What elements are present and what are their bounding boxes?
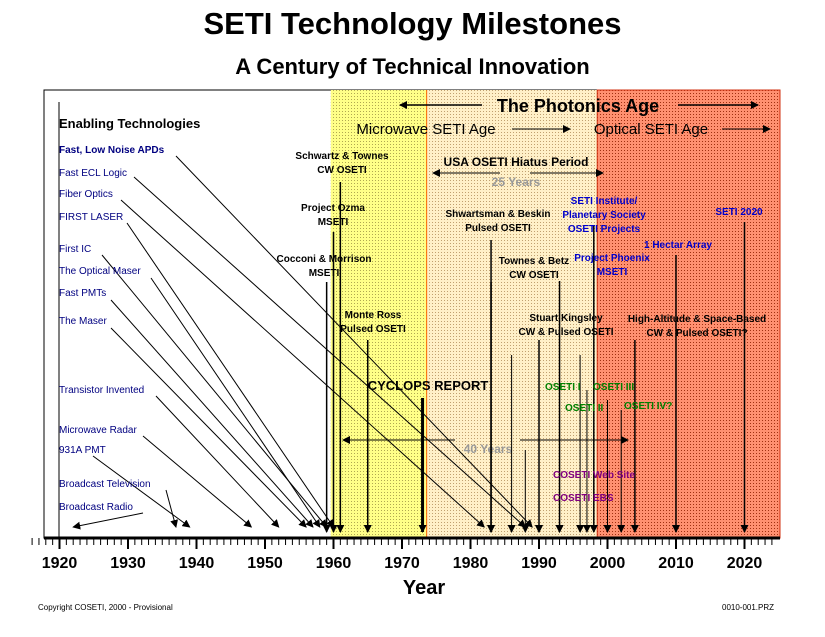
x-tick-label: 1970	[384, 555, 420, 572]
seti-milestone-label: 1 Hectar Array	[644, 240, 712, 251]
seti-milestone-label: Project Ozma	[301, 203, 365, 214]
hiatus-label: USA OSETI Hiatus Period	[444, 155, 589, 169]
photonics-age-header: The Photonics Age	[399, 96, 759, 116]
coseti-ebs-label: COSETI EBS	[553, 493, 614, 504]
seti-milestone-label: CW & Pulsed OSETI	[518, 327, 613, 338]
enabling-tech-label: Microwave Radar	[59, 425, 137, 436]
enabling-tech-pointer	[133, 176, 527, 528]
enabling-tech-pointer	[150, 277, 321, 528]
coseti-web-site-label: COSETI Web Site	[553, 470, 635, 481]
x-tick-label: 1990	[521, 555, 557, 572]
conference-labels: OSETI I OSETI III OSETI II OSETI IV? COS…	[545, 382, 672, 504]
page-title: SETI Technology Milestones	[203, 6, 622, 41]
forty-years-label: 40 Years	[464, 442, 513, 456]
oseti-3-label: OSETI III	[593, 382, 634, 393]
x-axis: 1920 1930 1940 1950 1960 1970 1980 1990 2000 2010…	[31, 538, 773, 572]
enabling-tech-pointer	[110, 299, 314, 528]
x-tick-label: 2010	[658, 555, 694, 572]
page-subtitle: A Century of Technical Innovation	[235, 54, 590, 79]
enabling-tech-pointer	[92, 455, 191, 528]
enabling-tech-label: Broadcast Radio	[59, 502, 133, 513]
seti-milestone-label: High-Altitude & Space-Based	[628, 314, 766, 325]
enabling-tech-pointer	[110, 327, 307, 528]
enabling-tech-pointer	[175, 155, 533, 528]
x-axis-label: Year	[403, 577, 445, 599]
seti-milestone-label: Project Phoenix	[574, 253, 650, 264]
seti-milestone-label: Townes & Betz	[499, 256, 569, 267]
seti-milestone-label: Planetary Society	[562, 210, 646, 221]
enabling-tech-label: 931A PMT	[59, 445, 106, 456]
optical-age-band	[596, 89, 781, 539]
hiatus-span-label: 25 Years	[492, 175, 541, 189]
seti-milestone-label: CYCLOPS REPORT	[368, 378, 489, 393]
seti-milestone-label: SETI Institute/	[571, 196, 638, 207]
seti-milestone-label: MSETI	[309, 268, 340, 279]
enabling-technologies: Fast, Low Noise APDs Fast ECL Logic Fiber …	[59, 145, 533, 530]
x-tick-label: 1950	[247, 555, 283, 572]
x-tick-label: 1960	[316, 555, 352, 572]
x-tick-label: 2020	[727, 555, 763, 572]
microwave-age-label: Microwave SETI Age	[356, 121, 495, 138]
seti-milestone-label: Monte Ross	[345, 310, 402, 321]
seti-milestone-label: Cocconi & Morrison	[276, 254, 371, 265]
enabling-tech-label: Fast ECL Logic	[59, 168, 127, 179]
enabling-tech-pointer	[72, 512, 144, 530]
seti-milestone-label: SETI 2020	[715, 207, 763, 218]
seti-milestone-label: CW OSETI	[509, 270, 559, 281]
seti-milestone-label: MSETI	[318, 217, 349, 228]
enabling-tech-label: FIRST LASER	[59, 212, 123, 223]
x-tick-label: 1940	[179, 555, 215, 572]
enabling-tech-label: The Optical Maser	[59, 266, 141, 277]
x-tick-label: 1920	[42, 555, 78, 572]
enabling-tech-pointer	[142, 435, 253, 528]
oseti-1-label: OSETI I	[545, 382, 581, 393]
seti-milestone-label: Pulsed OSETI	[340, 324, 406, 335]
seti-milestone-label: CW OSETI	[317, 165, 367, 176]
enabling-tech-label: Fiber Optics	[59, 189, 113, 200]
x-tick-label: 1930	[110, 555, 146, 572]
enabling-tech-label: Transistor Invented	[59, 385, 144, 396]
oseti-2-label: OSETI II	[565, 403, 604, 414]
seti-milestone-label: Schwartz & Townes	[295, 151, 389, 162]
enabling-tech-pointer	[155, 395, 280, 528]
enabling-tech-label: Fast, Low Noise APDs	[59, 145, 165, 156]
photonics-age-label: The Photonics Age	[497, 96, 659, 116]
seti-milestone-label: CW & Pulsed OSETI?	[646, 328, 747, 339]
x-tick-label: 1980	[453, 555, 489, 572]
enabling-tech-pointer	[126, 222, 335, 528]
x-tick-label: 2000	[590, 555, 626, 572]
seti-milestones: Schwartz & Townes CW OSETI Project Ozma MSE…	[276, 151, 766, 533]
copyright-text: Copyright COSETI, 2000 - Provisional	[38, 603, 173, 612]
enabling-tech-pointer	[165, 489, 178, 528]
microwave-age-band	[330, 90, 427, 538]
enabling-tech-label: The Maser	[59, 316, 107, 327]
enabling-tech-label: Fast PMTs	[59, 288, 106, 299]
seti-milestone-label: Stuart Kingsley	[529, 313, 603, 324]
document-id: 0010-001.PRZ	[722, 603, 775, 612]
enabling-technologies-header: Enabling Technologies	[59, 116, 200, 131]
seti-milestone-label: MSETI	[597, 267, 628, 278]
enabling-tech-label: First IC	[59, 244, 91, 255]
seti-milestone-label: Pulsed OSETI	[465, 223, 531, 234]
oseti-4-label: OSETI IV?	[624, 401, 672, 412]
seti-milestone-label: Shwartsman & Beskin	[445, 209, 550, 220]
enabling-tech-label: Broadcast Television	[59, 479, 151, 490]
seti-milestone-label: OSETI Projects	[568, 224, 641, 235]
optical-age-label: Optical SETI Age	[594, 121, 708, 138]
